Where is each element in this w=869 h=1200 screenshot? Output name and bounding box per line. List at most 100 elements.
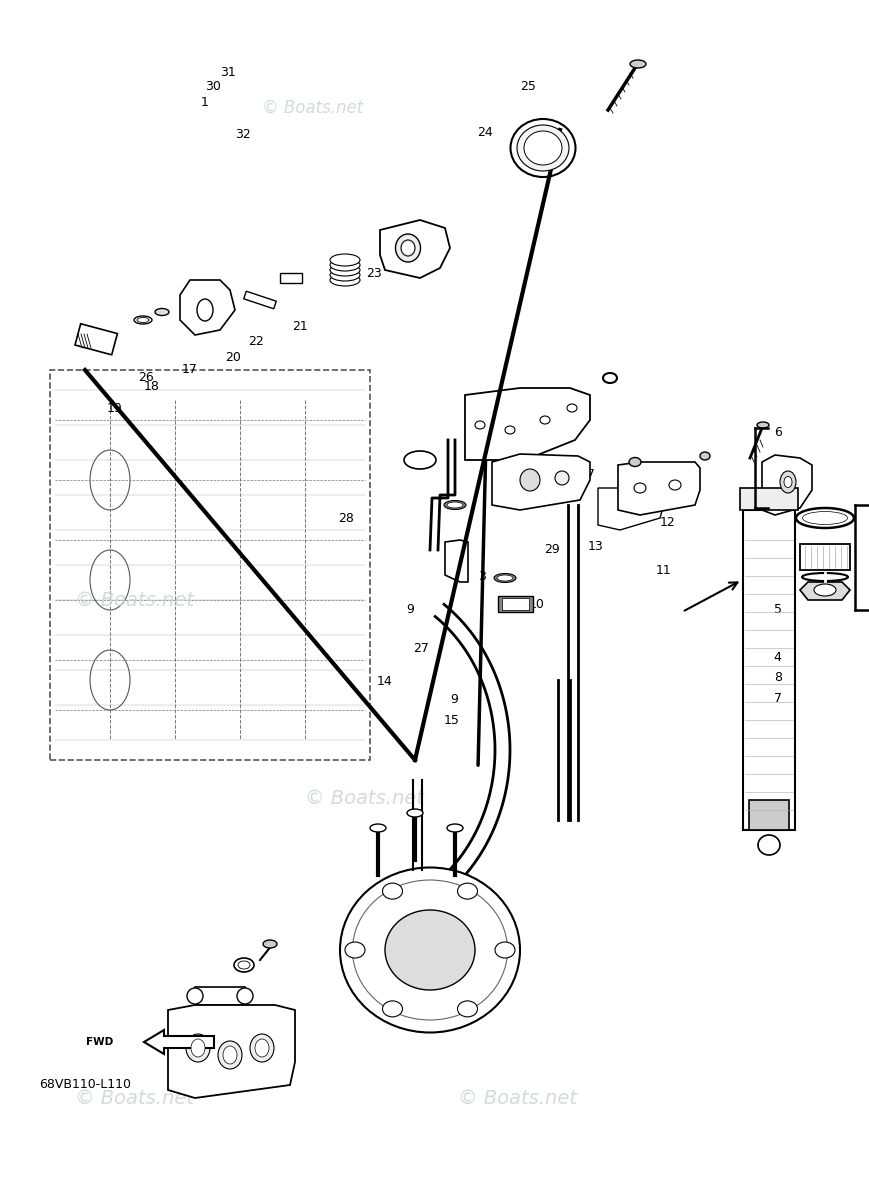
Text: 17: 17 <box>182 364 197 376</box>
Ellipse shape <box>234 958 254 972</box>
Text: 9: 9 <box>406 604 415 616</box>
Polygon shape <box>144 1030 214 1054</box>
Ellipse shape <box>444 500 466 510</box>
Ellipse shape <box>187 988 203 1004</box>
Ellipse shape <box>404 451 436 469</box>
Polygon shape <box>598 488 665 530</box>
Ellipse shape <box>780 470 796 493</box>
Text: 20: 20 <box>225 352 241 364</box>
Text: 22: 22 <box>249 336 264 348</box>
Ellipse shape <box>495 942 515 958</box>
Bar <box>743 510 795 830</box>
FancyArrow shape <box>243 292 276 308</box>
Ellipse shape <box>218 1040 242 1069</box>
Ellipse shape <box>494 574 516 582</box>
Ellipse shape <box>385 910 475 990</box>
Ellipse shape <box>629 457 641 467</box>
Ellipse shape <box>758 835 780 854</box>
Text: 15: 15 <box>444 714 460 726</box>
Bar <box>75 324 117 355</box>
Ellipse shape <box>382 1001 402 1016</box>
Text: 13: 13 <box>587 540 603 552</box>
Ellipse shape <box>447 502 463 508</box>
Ellipse shape <box>223 1046 237 1064</box>
Ellipse shape <box>457 1001 477 1016</box>
Text: © Boats.net: © Boats.net <box>76 1088 194 1108</box>
Polygon shape <box>180 280 235 335</box>
Ellipse shape <box>814 584 836 596</box>
Ellipse shape <box>382 883 402 899</box>
Ellipse shape <box>330 254 360 266</box>
Ellipse shape <box>630 60 646 68</box>
Text: 8: 8 <box>773 672 782 684</box>
Polygon shape <box>762 455 812 515</box>
Text: 10: 10 <box>529 599 545 611</box>
Text: 25: 25 <box>521 80 536 92</box>
Ellipse shape <box>330 259 360 271</box>
Ellipse shape <box>784 476 792 487</box>
Polygon shape <box>618 462 700 515</box>
Polygon shape <box>492 454 590 510</box>
Text: 4: 4 <box>773 652 782 664</box>
Text: © Boats.net: © Boats.net <box>306 788 424 808</box>
Text: 11: 11 <box>655 564 671 576</box>
Ellipse shape <box>517 125 569 170</box>
Text: 30: 30 <box>205 80 221 92</box>
Bar <box>498 596 533 612</box>
Ellipse shape <box>263 940 277 948</box>
Text: 2: 2 <box>495 408 504 420</box>
Ellipse shape <box>447 824 463 832</box>
Ellipse shape <box>700 452 710 460</box>
Text: 27: 27 <box>579 468 594 480</box>
Ellipse shape <box>555 470 569 485</box>
Text: 7: 7 <box>773 692 782 704</box>
Ellipse shape <box>497 575 513 581</box>
Ellipse shape <box>255 1039 269 1057</box>
Ellipse shape <box>191 1039 205 1057</box>
Ellipse shape <box>345 942 365 958</box>
Ellipse shape <box>370 824 386 832</box>
Text: © Boats.net: © Boats.net <box>76 590 194 610</box>
Polygon shape <box>465 388 590 460</box>
Polygon shape <box>168 1006 295 1098</box>
Bar <box>280 272 302 283</box>
Ellipse shape <box>510 119 575 176</box>
Text: 29: 29 <box>544 544 560 556</box>
Ellipse shape <box>330 264 360 276</box>
Text: © Boats.net: © Boats.net <box>262 98 363 116</box>
Text: 24: 24 <box>477 126 493 138</box>
Ellipse shape <box>524 131 562 164</box>
Text: FWD: FWD <box>86 1037 114 1046</box>
Ellipse shape <box>757 422 769 428</box>
Text: 31: 31 <box>220 66 235 78</box>
Ellipse shape <box>407 809 423 817</box>
Bar <box>800 544 850 570</box>
Ellipse shape <box>237 988 253 1004</box>
Text: 21: 21 <box>292 320 308 332</box>
Ellipse shape <box>802 511 847 524</box>
Ellipse shape <box>457 883 477 899</box>
Text: 18: 18 <box>144 380 160 392</box>
Ellipse shape <box>401 240 415 256</box>
Bar <box>749 800 789 830</box>
Text: 5: 5 <box>773 604 782 616</box>
Bar <box>502 598 529 610</box>
Text: 6: 6 <box>773 426 782 438</box>
Text: 26: 26 <box>138 372 154 384</box>
Text: 19: 19 <box>107 402 123 414</box>
Text: 27: 27 <box>414 642 429 654</box>
Bar <box>740 488 798 510</box>
Ellipse shape <box>796 508 854 528</box>
Ellipse shape <box>395 234 421 262</box>
Text: 9: 9 <box>450 694 459 706</box>
Text: 28: 28 <box>338 512 354 524</box>
Ellipse shape <box>330 269 360 281</box>
Ellipse shape <box>340 868 520 1032</box>
Ellipse shape <box>155 308 169 316</box>
Text: 14: 14 <box>376 676 392 688</box>
Polygon shape <box>800 582 850 600</box>
Bar <box>50 370 370 760</box>
Polygon shape <box>445 540 468 582</box>
Ellipse shape <box>186 1034 210 1062</box>
Bar <box>195 986 245 1006</box>
